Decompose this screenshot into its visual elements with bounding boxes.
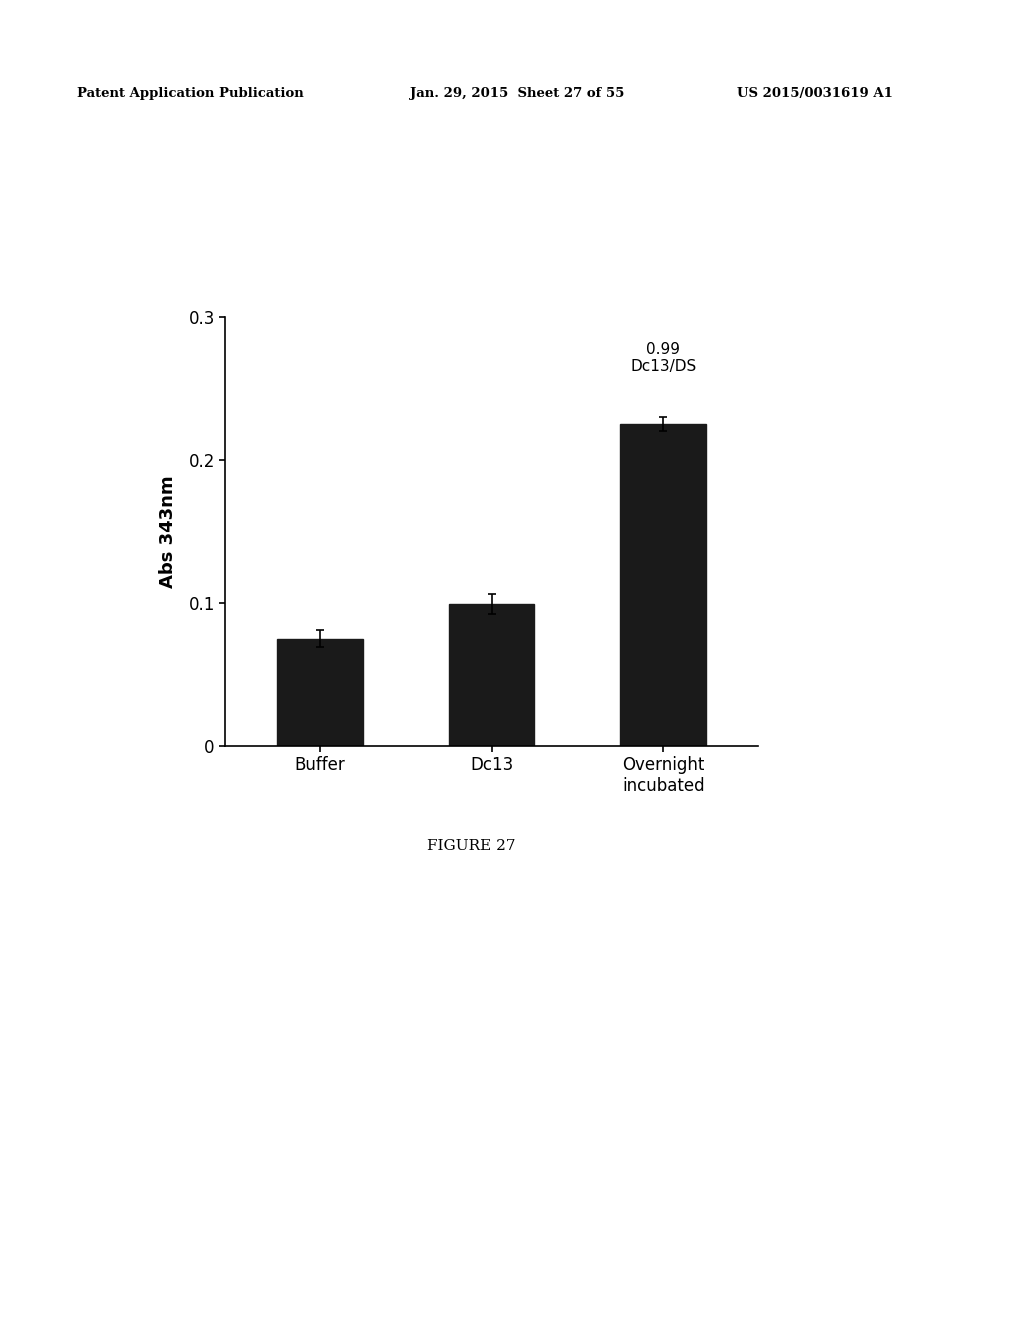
Text: FIGURE 27: FIGURE 27 [427, 840, 515, 853]
Text: Patent Application Publication: Patent Application Publication [77, 87, 303, 100]
Bar [621, 424, 707, 746]
Bar [276, 639, 362, 746]
Text: US 2015/0031619 A1: US 2015/0031619 A1 [737, 87, 893, 100]
Text: Jan. 29, 2015  Sheet 27 of 55: Jan. 29, 2015 Sheet 27 of 55 [410, 87, 624, 100]
Bar [449, 605, 535, 746]
Text: 0.99
Dc13/DS: 0.99 Dc13/DS [630, 342, 696, 374]
Y-axis label: Abs 343nm: Abs 343nm [160, 475, 177, 587]
